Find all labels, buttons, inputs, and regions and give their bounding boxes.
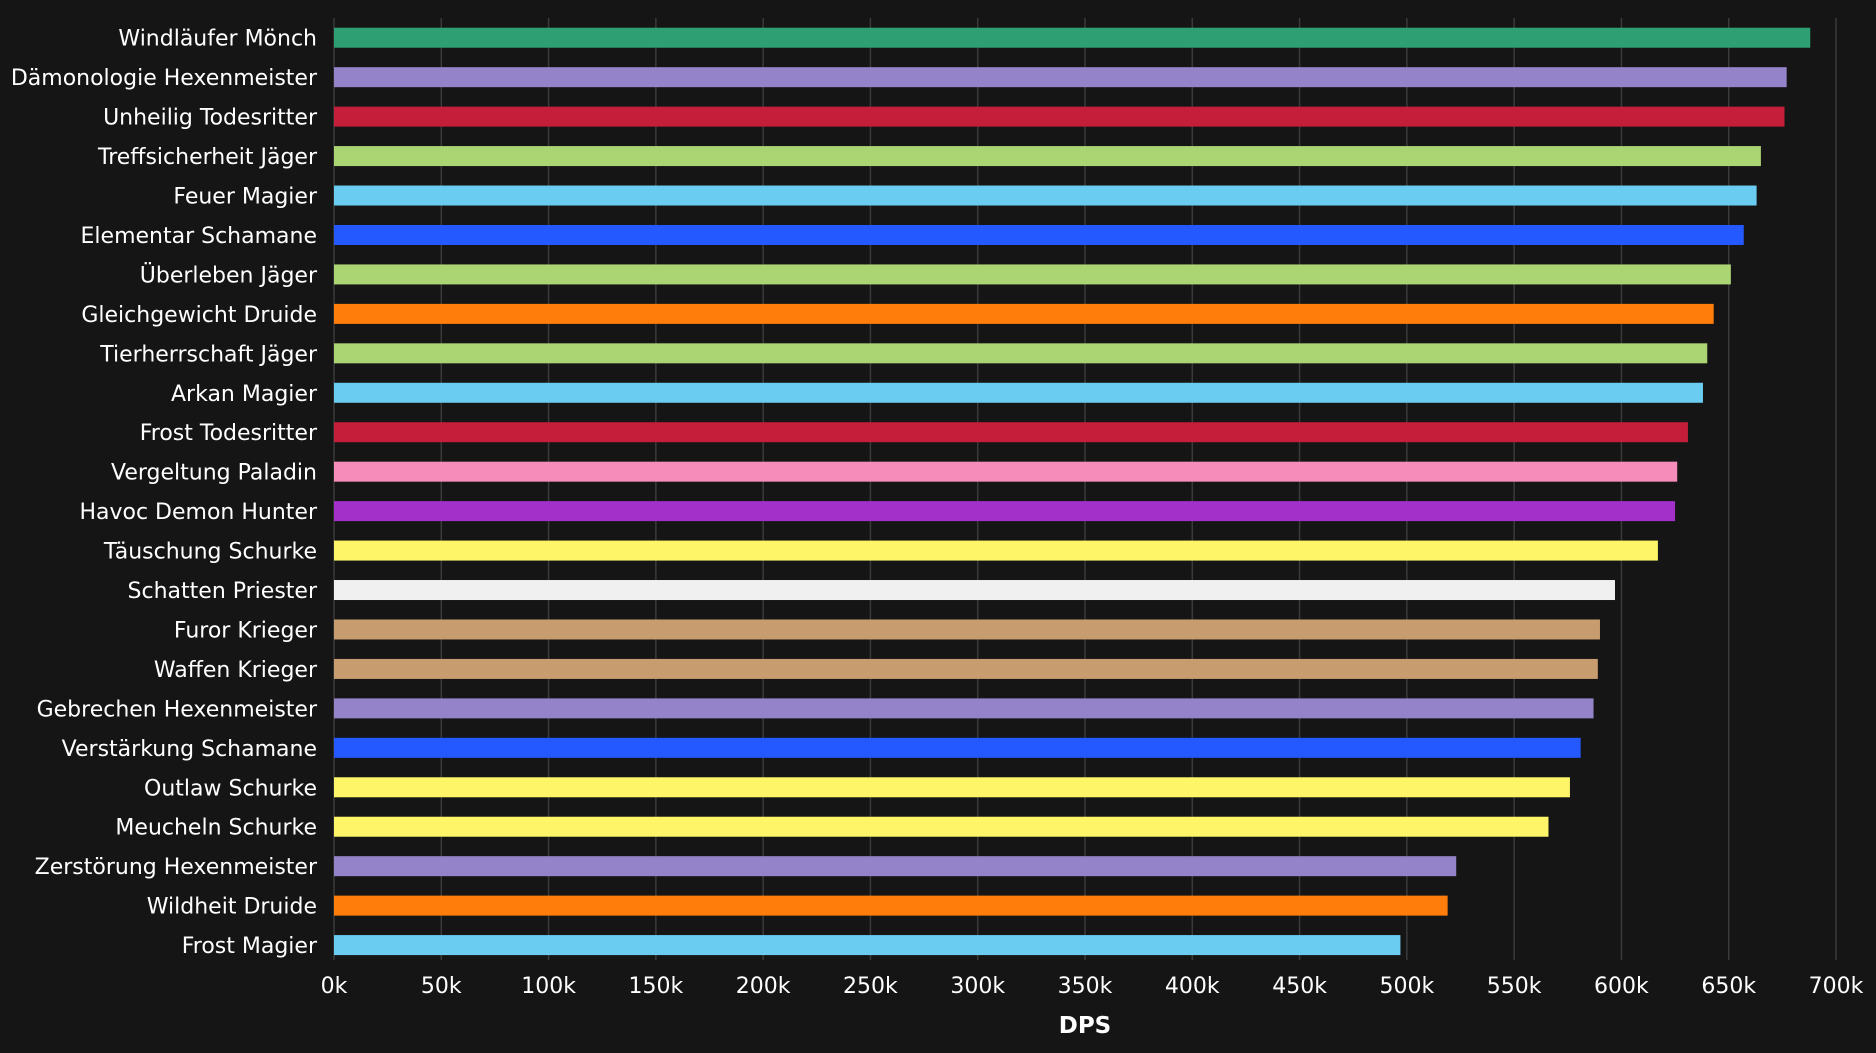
bar [334, 856, 1457, 877]
category-label: Täuschung Schurke [103, 540, 317, 565]
category-label: Zerstörung Hexenmeister [35, 855, 318, 880]
x-axis-title: DPS [1059, 1013, 1112, 1039]
x-tick-label: 150k [628, 974, 683, 999]
x-tick-label: 0k [321, 974, 348, 999]
category-label: Verstärkung Schamane [62, 737, 317, 762]
bar [334, 422, 1688, 443]
category-label: Gleichgewicht Druide [81, 303, 317, 328]
bar [334, 658, 1598, 679]
category-label: Furor Krieger [174, 618, 318, 643]
x-tick-label: 400k [1165, 974, 1220, 999]
category-label: Feuer Magier [173, 185, 318, 210]
category-label: Schatten Priester [128, 579, 318, 604]
bar [334, 935, 1401, 956]
bar [334, 264, 1731, 285]
category-label: Elementar Schamane [81, 224, 317, 249]
bars [334, 27, 1811, 956]
bar [334, 67, 1787, 88]
x-tick-label: 200k [736, 974, 791, 999]
category-label: Outlaw Schurke [144, 776, 317, 801]
category-label: Unheilig Todesritter [103, 106, 318, 131]
bar [334, 540, 1658, 561]
category-label: Arkan Magier [171, 382, 318, 407]
x-tick-label: 100k [521, 974, 576, 999]
x-tick-label: 550k [1487, 974, 1542, 999]
category-label: Dämonologie Hexenmeister [11, 66, 318, 91]
category-label: Gebrechen Hexenmeister [37, 697, 318, 722]
category-labels: Windläufer Mönch Dämonologie Hexenmeister… [11, 27, 318, 959]
bar [334, 106, 1785, 127]
bar [334, 698, 1594, 719]
category-label: Treffsicherheit Jäger [97, 145, 318, 170]
bar [334, 185, 1757, 206]
bar [334, 737, 1581, 758]
x-tick-label: 600k [1594, 974, 1649, 999]
category-label: Frost Todesritter [140, 421, 318, 446]
bar [334, 895, 1448, 916]
category-label: Waffen Krieger [154, 658, 318, 683]
bar [334, 461, 1678, 482]
x-tick-label: 300k [950, 974, 1005, 999]
category-label: Vergeltung Paladin [111, 461, 317, 486]
bar [334, 777, 1570, 798]
bar [334, 501, 1676, 522]
category-label: Tierherrschaft Jäger [99, 342, 318, 367]
x-tick-label: 250k [843, 974, 898, 999]
grid-lines [333, 18, 1837, 960]
category-label: Wildheit Druide [147, 895, 317, 920]
x-tick-label: 450k [1272, 974, 1327, 999]
x-tick-label: 700k [1809, 974, 1864, 999]
x-tick-label: 350k [1058, 974, 1113, 999]
x-tick-label: 50k [421, 974, 462, 999]
x-axis-ticks: 0k 50k 100k 150k 200k 250k 300k 350k 400k 450k 500… [321, 974, 1864, 999]
bar [334, 224, 1744, 245]
x-tick-label: 650k [1701, 974, 1756, 999]
category-label: Windläufer Mönch [118, 27, 317, 52]
bar [334, 146, 1761, 167]
bar [334, 382, 1703, 403]
category-label: Havoc Demon Hunter [79, 500, 317, 525]
bar [334, 343, 1708, 364]
category-label: Frost Magier [182, 934, 318, 959]
bar [334, 27, 1811, 48]
category-label: Meucheln Schurke [115, 816, 317, 841]
bar [334, 303, 1714, 324]
x-tick-label: 500k [1379, 974, 1434, 999]
category-label: Überleben Jäger [140, 262, 318, 288]
bar [334, 580, 1615, 601]
bar [334, 619, 1600, 640]
bar [334, 816, 1549, 837]
